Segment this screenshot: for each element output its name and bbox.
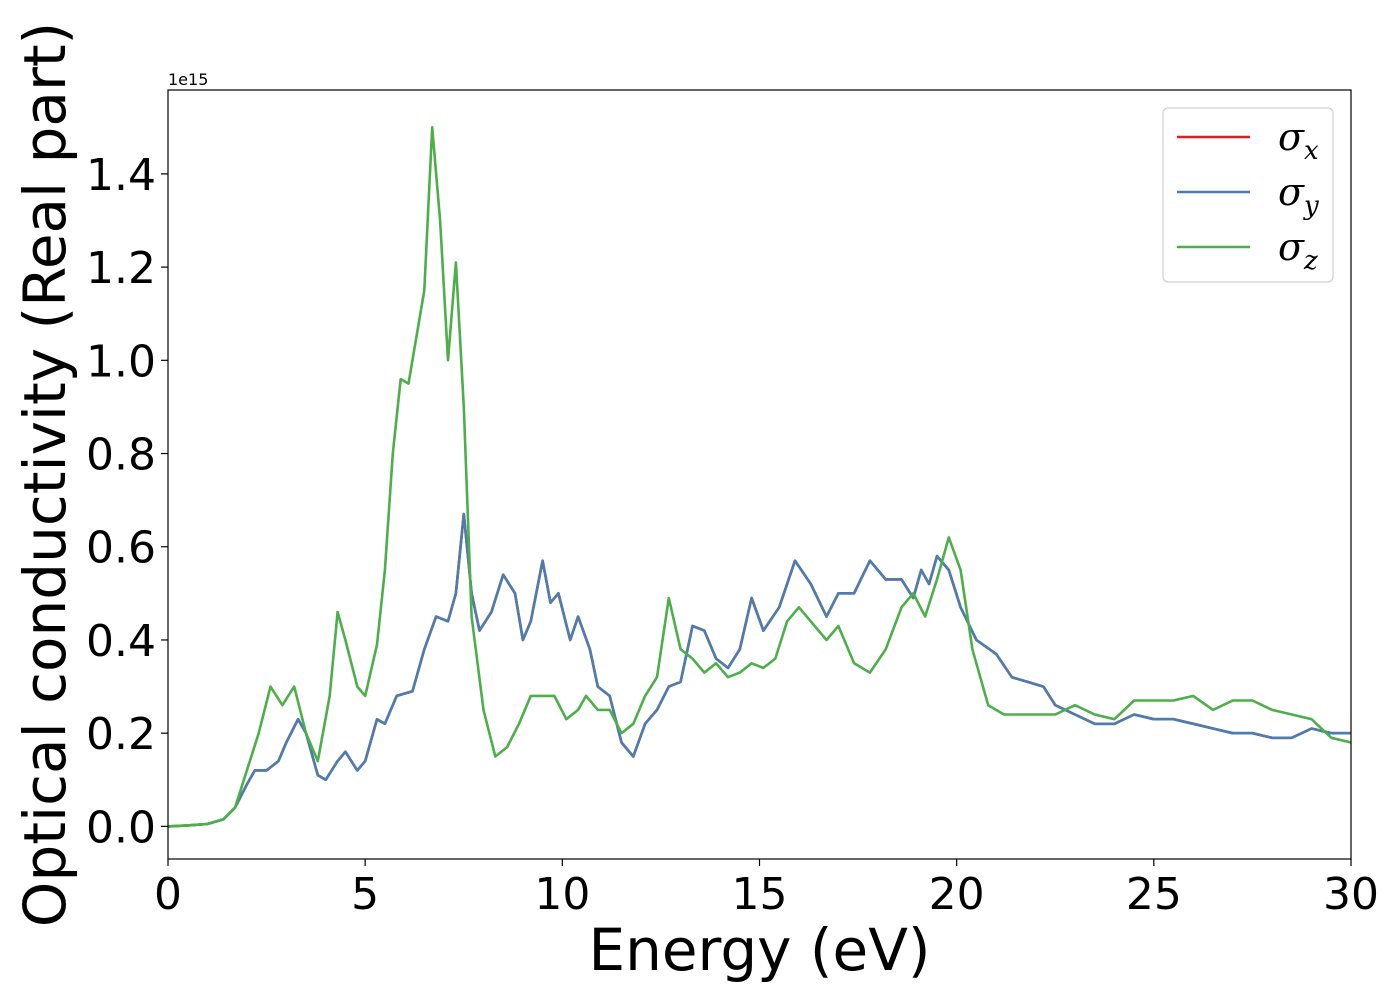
y-tick-label: 1.2 xyxy=(86,243,156,294)
y-axis-label: Optical conductivity (Real part) xyxy=(11,22,79,927)
y-tick-label: 0.4 xyxy=(86,616,156,667)
x-tick-label: 25 xyxy=(1126,869,1182,920)
legend-box xyxy=(1162,107,1334,283)
legend-label-x: σx xyxy=(1278,115,1319,166)
y-tick-label: 0.2 xyxy=(86,709,156,760)
y-tick-label: 0.8 xyxy=(86,430,156,481)
x-axis-label: Energy (eV) xyxy=(588,916,930,984)
x-tick-label: 5 xyxy=(351,869,379,920)
y-offset-label: 1e15 xyxy=(168,70,208,89)
y-tick-label: 0.0 xyxy=(86,802,156,853)
series-line-z xyxy=(168,126,1351,828)
x-tick-label: 15 xyxy=(732,869,788,920)
x-tick-label: 0 xyxy=(154,869,182,920)
y-tick-label: 0.6 xyxy=(86,523,156,574)
legend-label-z: σz xyxy=(1278,225,1318,276)
plot-lines xyxy=(168,126,1351,828)
x-axis: 0 5 10 15 20 25 30 xyxy=(154,859,1379,920)
series-line-y xyxy=(168,512,1351,828)
x-tick-label: 10 xyxy=(534,869,590,920)
x-tick-label: 20 xyxy=(929,869,985,920)
y-tick-label: 1.0 xyxy=(86,336,156,387)
series-line-x xyxy=(168,512,1351,828)
y-axis: 0.0 0.2 0.4 0.6 0.8 1.0 1.2 1.4 xyxy=(86,150,168,853)
y-tick-label: 1.4 xyxy=(86,150,156,201)
legend-label-y: σy xyxy=(1278,170,1319,221)
x-tick-label: 30 xyxy=(1323,869,1379,920)
